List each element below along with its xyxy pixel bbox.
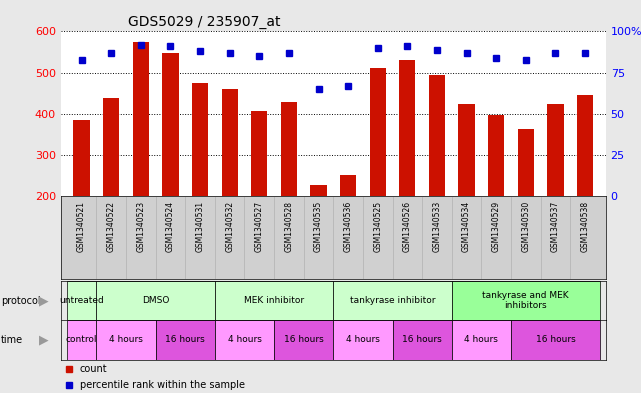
- Text: time: time: [1, 335, 23, 345]
- Text: 16 hours: 16 hours: [535, 336, 575, 344]
- Bar: [399, 60, 415, 196]
- Text: GSM1340532: GSM1340532: [225, 200, 234, 252]
- Text: tankyrase and MEK
inhibitors: tankyrase and MEK inhibitors: [483, 291, 569, 310]
- Text: GSM1340536: GSM1340536: [344, 200, 353, 252]
- Bar: [215, 320, 274, 360]
- Text: 16 hours: 16 hours: [284, 336, 324, 344]
- Bar: [429, 75, 445, 196]
- Bar: [215, 281, 333, 320]
- Text: untreated: untreated: [59, 296, 104, 305]
- Bar: [333, 281, 452, 320]
- Bar: [281, 101, 297, 196]
- Bar: [192, 83, 208, 196]
- Text: GSM1340531: GSM1340531: [196, 200, 204, 252]
- Text: protocol: protocol: [1, 296, 40, 306]
- Text: MEK inhibitor: MEK inhibitor: [244, 296, 304, 305]
- Text: GSM1340537: GSM1340537: [551, 200, 560, 252]
- Bar: [452, 281, 600, 320]
- Bar: [251, 111, 267, 196]
- Text: GDS5029 / 235907_at: GDS5029 / 235907_at: [128, 15, 281, 29]
- Bar: [274, 320, 333, 360]
- Bar: [511, 320, 600, 360]
- Text: 4 hours: 4 hours: [228, 336, 262, 344]
- Text: GSM1340526: GSM1340526: [403, 200, 412, 252]
- Bar: [67, 320, 96, 360]
- Text: control: control: [66, 336, 97, 344]
- Bar: [392, 320, 452, 360]
- Bar: [458, 104, 475, 196]
- Bar: [340, 174, 356, 196]
- Bar: [488, 115, 504, 196]
- Text: tankyrase inhibitor: tankyrase inhibitor: [350, 296, 435, 305]
- Bar: [547, 104, 563, 196]
- Bar: [333, 320, 392, 360]
- Text: GSM1340530: GSM1340530: [521, 200, 530, 252]
- Text: ▶: ▶: [38, 333, 49, 347]
- Text: GSM1340524: GSM1340524: [166, 200, 175, 252]
- Bar: [103, 98, 119, 196]
- Bar: [452, 320, 511, 360]
- Text: GSM1340533: GSM1340533: [433, 200, 442, 252]
- Bar: [222, 89, 238, 196]
- Text: GSM1340521: GSM1340521: [77, 200, 86, 252]
- Bar: [133, 42, 149, 196]
- Text: 16 hours: 16 hours: [403, 336, 442, 344]
- Bar: [156, 320, 215, 360]
- Text: DMSO: DMSO: [142, 296, 169, 305]
- Bar: [96, 320, 156, 360]
- Text: GSM1340529: GSM1340529: [492, 200, 501, 252]
- Text: GSM1340535: GSM1340535: [314, 200, 323, 252]
- Text: GSM1340525: GSM1340525: [373, 200, 382, 252]
- Text: GSM1340522: GSM1340522: [107, 200, 116, 252]
- Text: 4 hours: 4 hours: [109, 336, 143, 344]
- Bar: [162, 53, 179, 196]
- Text: 16 hours: 16 hours: [165, 336, 205, 344]
- Text: percentile rank within the sample: percentile rank within the sample: [80, 380, 245, 390]
- Text: 4 hours: 4 hours: [465, 336, 498, 344]
- Text: GSM1340528: GSM1340528: [285, 200, 294, 252]
- Text: count: count: [80, 364, 108, 374]
- Text: ▶: ▶: [38, 294, 49, 307]
- Text: GSM1340527: GSM1340527: [254, 200, 264, 252]
- Bar: [74, 120, 90, 196]
- Text: 4 hours: 4 hours: [346, 336, 380, 344]
- Bar: [370, 68, 386, 196]
- Bar: [67, 281, 96, 320]
- Text: GSM1340538: GSM1340538: [581, 200, 590, 252]
- Text: GSM1340523: GSM1340523: [137, 200, 146, 252]
- Bar: [310, 185, 327, 196]
- Bar: [577, 95, 593, 196]
- Bar: [518, 129, 534, 196]
- Bar: [96, 281, 215, 320]
- Text: GSM1340534: GSM1340534: [462, 200, 471, 252]
